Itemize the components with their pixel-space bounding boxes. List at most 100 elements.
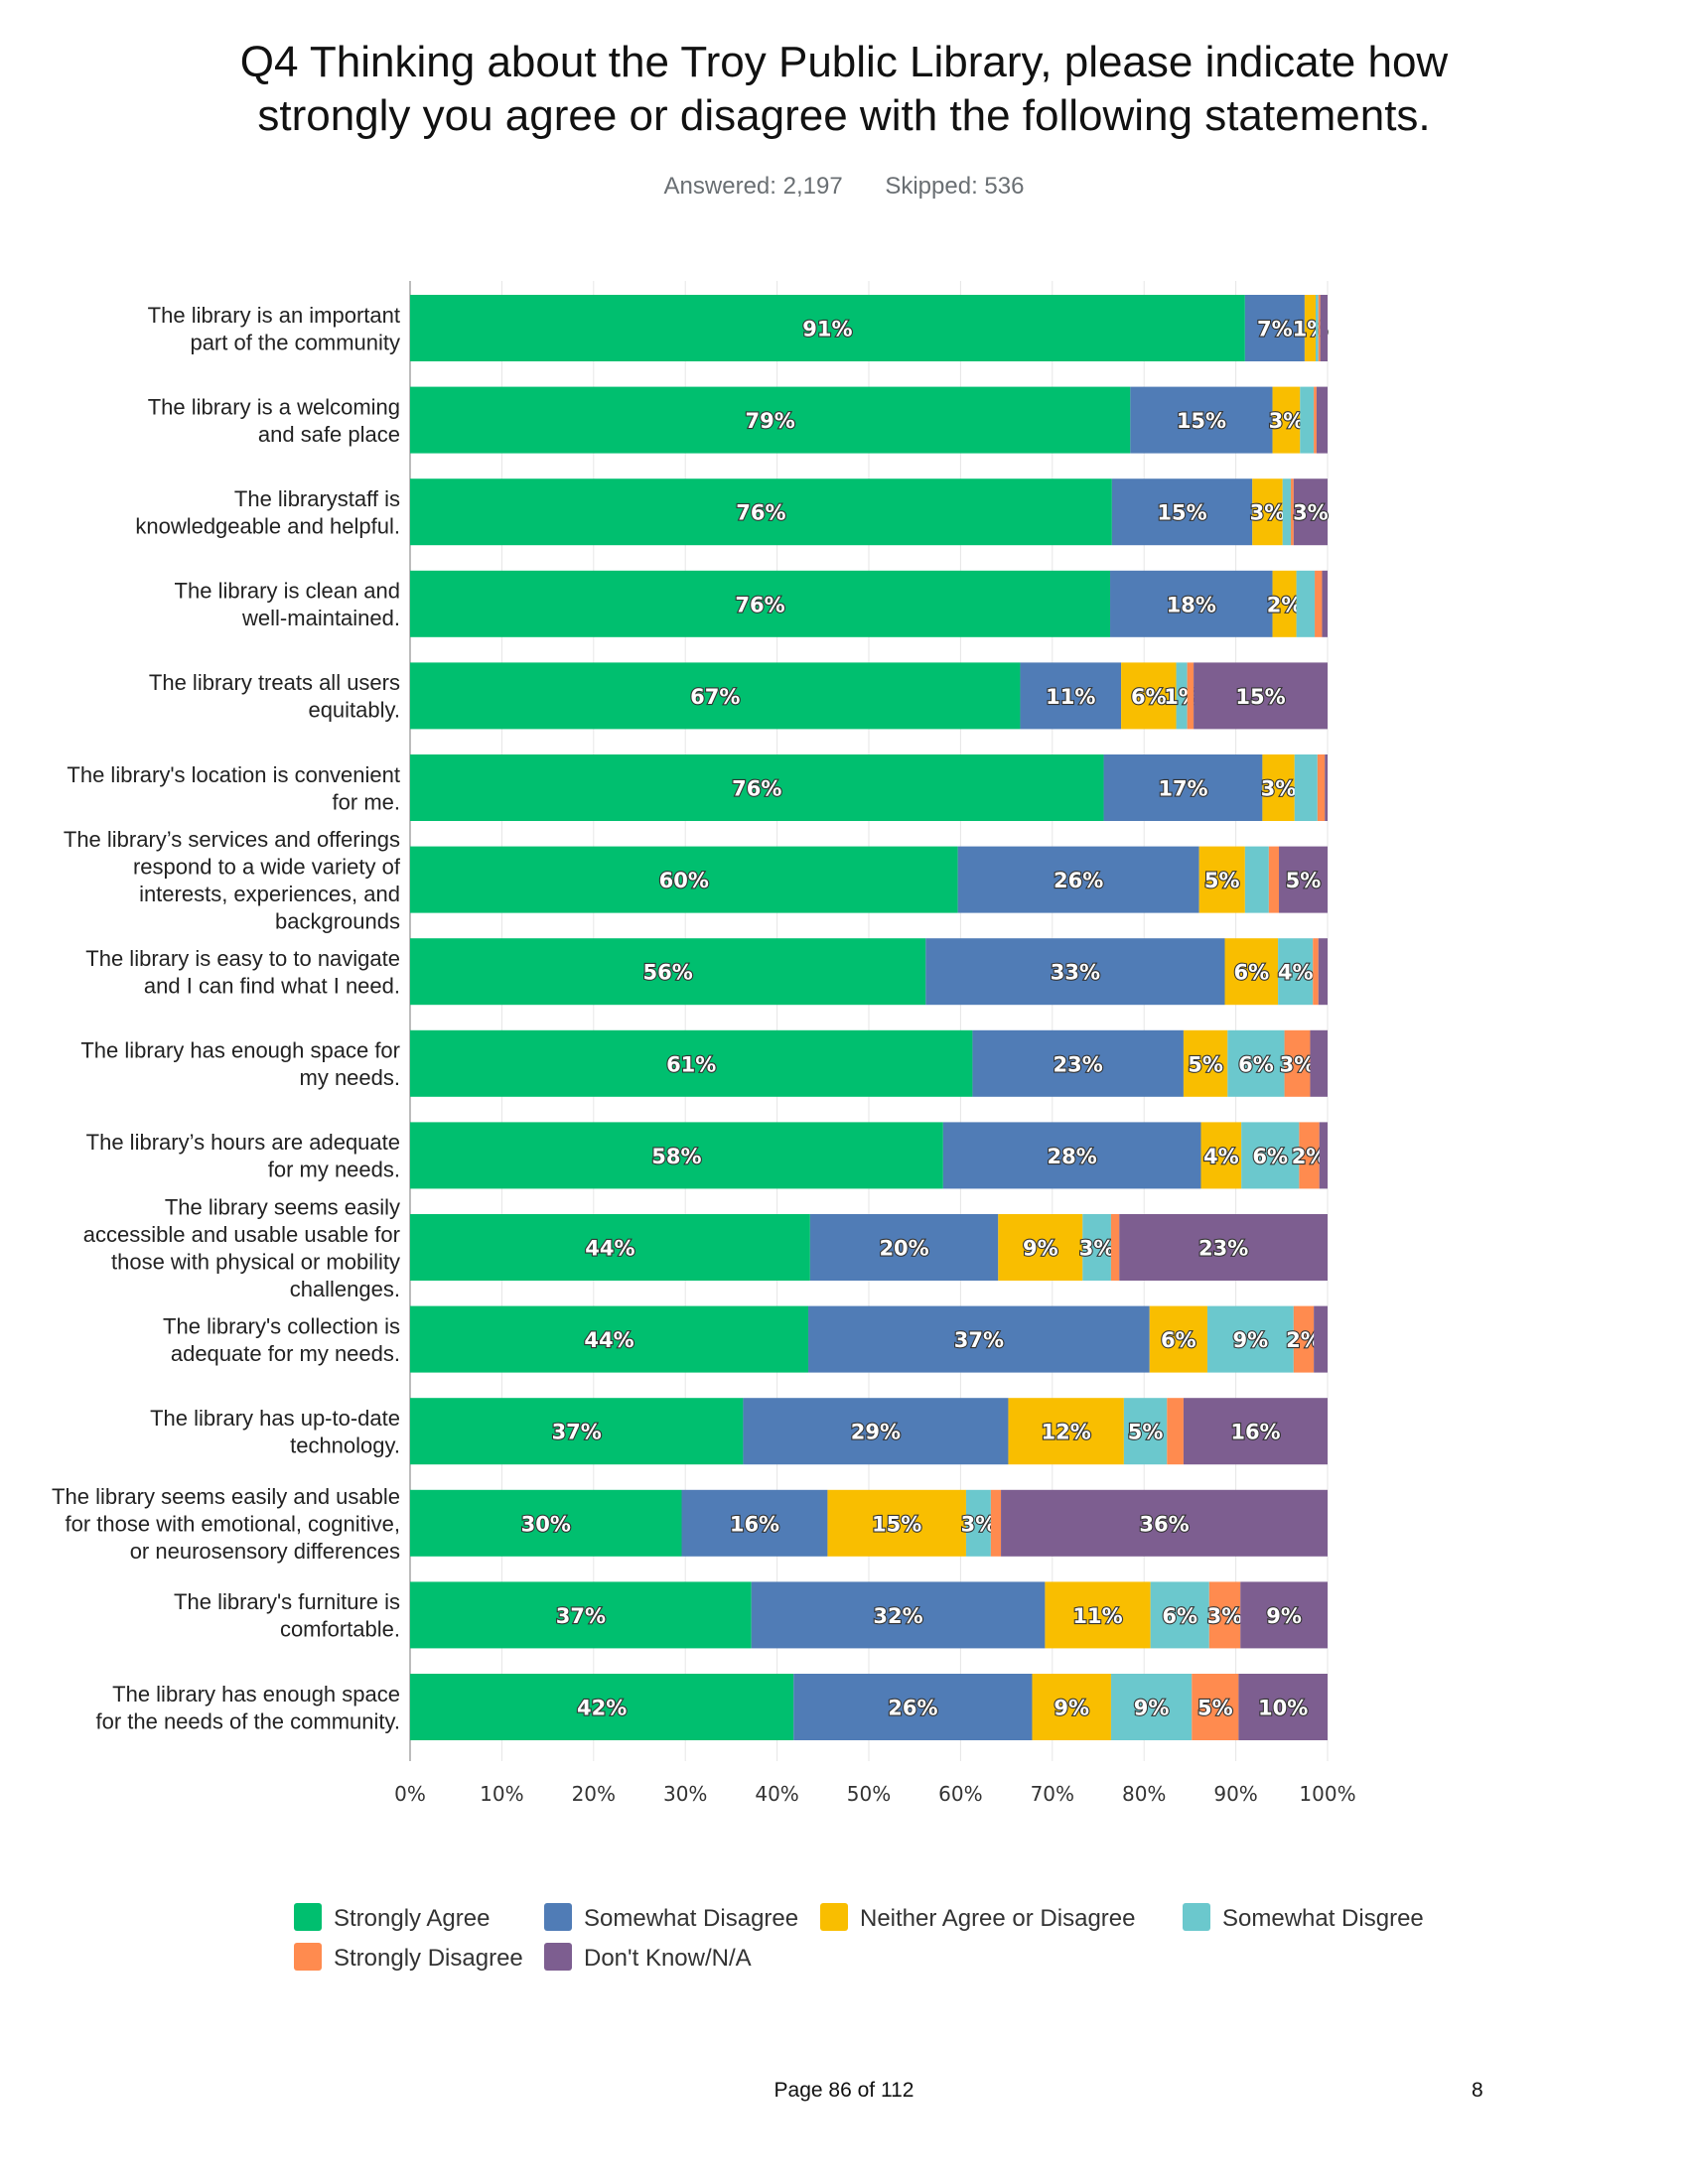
bar-segment (808, 1305, 1150, 1373)
category-label-line: comfortable. (280, 1617, 400, 1642)
bar-segment (1314, 1305, 1328, 1373)
data-label: 6% (1238, 1052, 1274, 1076)
chart-title-line-1: Q4 Thinking about the Troy Public Librar… (239, 38, 1449, 86)
category-label: The library treats all users equitably. (149, 670, 400, 723)
bar-segment (743, 1398, 1009, 1465)
data-label: 15% (1235, 685, 1285, 709)
x-tick-label: 80% (1122, 1782, 1166, 1806)
category-label-line: The library has up-to-date (150, 1406, 400, 1431)
data-label: 6% (1252, 1145, 1288, 1168)
bar-segment (1299, 1122, 1320, 1189)
category-label-line: The library's collection is (163, 1313, 400, 1338)
x-tick-label: 50% (847, 1782, 891, 1806)
bar-segment (1319, 1122, 1328, 1189)
category-label-line: The library has enough space (112, 1682, 400, 1706)
category-label-line: The library seems easily and usable (52, 1484, 400, 1509)
data-label: 5% (1286, 869, 1322, 892)
data-label: 15% (872, 1512, 921, 1536)
bar-segment (410, 662, 1021, 730)
data-label: 33% (1051, 961, 1100, 985)
x-tick-label: 100% (1299, 1782, 1355, 1806)
bar-segment (1119, 1214, 1328, 1281)
bar-segment (1316, 386, 1328, 454)
data-label: 11% (1072, 1604, 1122, 1628)
x-tick-label: 10% (480, 1782, 523, 1806)
data-label: 32% (873, 1604, 922, 1628)
category-label: The library’s services and offerings resp… (64, 827, 401, 934)
bar-segment (410, 295, 1245, 361)
bar-segment (1252, 478, 1283, 546)
data-label: 5% (1197, 1697, 1233, 1720)
bar-segment (410, 1398, 744, 1465)
legend-label: Neither Agree or Disagree (860, 1905, 1135, 1932)
bar-segment (1020, 662, 1122, 730)
data-label: 9% (1054, 1697, 1089, 1720)
data-label: 76% (736, 501, 785, 525)
data-label: 4% (1278, 961, 1314, 985)
data-label: 18% (1167, 593, 1216, 616)
bar-segment (990, 1489, 1002, 1557)
bar-segment (1123, 1398, 1168, 1465)
data-label: 60% (659, 869, 709, 892)
bar-segment (1167, 1398, 1184, 1465)
bar-segment (1291, 478, 1294, 546)
data-label: 20% (879, 1237, 928, 1261)
bar-segment (925, 938, 1225, 1006)
category-label: The library has enough space for the need… (95, 1682, 400, 1734)
data-label: 4% (1203, 1145, 1239, 1168)
category-label: The library's collection is adequate for … (163, 1313, 400, 1366)
data-label: 11% (1046, 685, 1095, 709)
bar-segment (1296, 570, 1316, 637)
category-label-line: The library is an important (148, 303, 400, 328)
x-tick-label: 0% (394, 1782, 426, 1806)
data-label: 12% (1042, 1421, 1091, 1444)
legend-swatch (544, 1903, 572, 1931)
bar-segment (410, 1305, 809, 1373)
category-label: The library is clean and well-maintained. (175, 579, 400, 631)
category-label: The library's location is convenient for … (67, 762, 400, 815)
bar-segment (972, 1029, 1184, 1097)
category-label-line: The library treats all users (149, 670, 400, 695)
category-label-line: challenges. (290, 1277, 400, 1301)
category-label-line: The library's furniture is (174, 1589, 400, 1614)
bar-segment (942, 1122, 1201, 1189)
bar-segment (965, 1489, 991, 1557)
bar-segment (1227, 1029, 1285, 1097)
data-label: 23% (1054, 1052, 1103, 1076)
bar-segment (1272, 386, 1301, 454)
x-tick-label: 90% (1213, 1782, 1257, 1806)
x-tick-label: 30% (663, 1782, 707, 1806)
data-label: 76% (732, 777, 781, 801)
bar-segment (1322, 570, 1328, 637)
bar-segment (1200, 1122, 1242, 1189)
data-label: 23% (1198, 1237, 1248, 1261)
category-label-line: technology. (290, 1433, 400, 1457)
data-label: 79% (746, 409, 795, 433)
category-label-line: The library seems easily (165, 1194, 400, 1219)
data-label: 9% (1134, 1697, 1170, 1720)
data-label: 3% (1079, 1237, 1115, 1261)
data-label: 3% (1280, 1052, 1316, 1076)
data-label: 6% (1162, 1604, 1197, 1628)
category-label-line: The library's location is convenient (67, 762, 400, 787)
bar-segment (1192, 1674, 1239, 1740)
page-footer-number: 8 (1472, 2079, 1483, 2102)
data-label: 3% (1269, 409, 1305, 433)
data-label: 9% (1023, 1237, 1058, 1261)
legend-swatch (544, 1943, 572, 1971)
legend-label: Somewhat Disagree (584, 1905, 798, 1932)
data-label: 16% (1230, 1421, 1280, 1444)
bar-segment (1304, 295, 1316, 361)
category-label-line: for those with emotional, cognitive, (65, 1511, 400, 1536)
bar-segment (1293, 1305, 1315, 1373)
bar-segment (793, 1674, 1033, 1740)
page-number: Page 86 of 112 (774, 2079, 914, 2102)
answered-count: Answered: 2,197 (663, 173, 843, 200)
category-label-line: or neurosensory differences (130, 1539, 400, 1564)
bar-segment (1318, 938, 1328, 1006)
category-label: The library's furniture is comfortable. (174, 1589, 400, 1642)
bar-segment (1317, 754, 1326, 821)
bar-segment (410, 938, 926, 1006)
category-label-line: and safe place (258, 422, 400, 447)
category-label-line: The library has enough space for (80, 1038, 400, 1063)
